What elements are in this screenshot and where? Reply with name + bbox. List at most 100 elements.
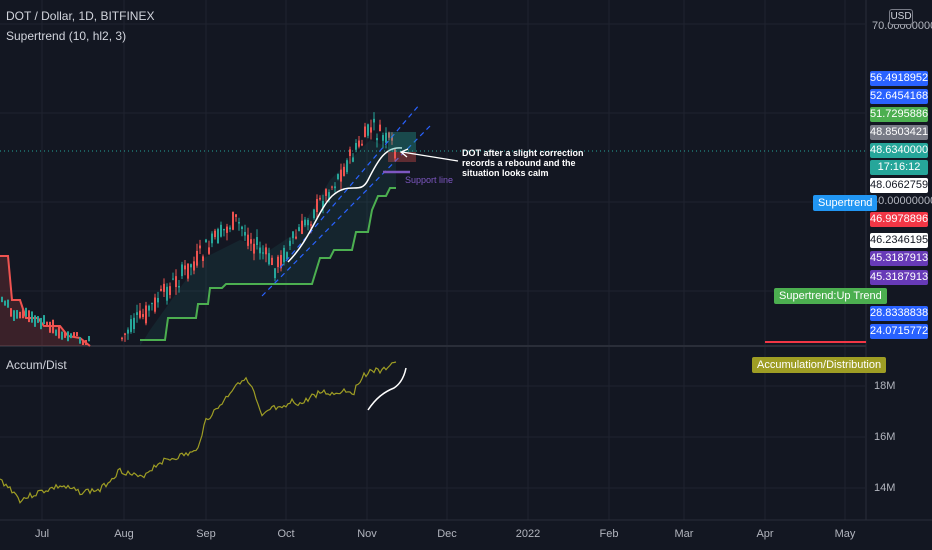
candle-body: [25, 307, 27, 317]
annotation-note-line: DOT after a slight correction: [462, 148, 584, 158]
candle-body: [199, 245, 201, 249]
candle-body: [295, 236, 297, 239]
lower-axis-label: 18M: [874, 380, 896, 392]
candle-body: [337, 174, 339, 180]
accum-dist-legend[interactable]: Accum/Dist: [6, 358, 67, 372]
candle-body: [235, 214, 237, 217]
price-tag: 48.63400000: [870, 143, 928, 158]
currency-button[interactable]: USD: [889, 9, 913, 25]
candle-body: [292, 231, 294, 239]
candle-body: [376, 138, 378, 141]
annotation-arrow: [401, 151, 459, 162]
candle-body: [310, 224, 312, 226]
arrow-head-icon: [399, 148, 409, 158]
supertrend-legend[interactable]: Supertrend (10, hl2, 3): [6, 29, 127, 43]
candle-body: [64, 332, 66, 338]
candle-body: [148, 305, 150, 311]
candle-body: [76, 332, 78, 337]
candle-body: [67, 331, 69, 342]
candle-body: [373, 118, 375, 123]
candle-body: [265, 247, 267, 255]
time-axis-label: 2022: [515, 528, 541, 540]
candle-body: [13, 310, 15, 321]
candle-body: [181, 264, 183, 277]
candle-body: [52, 319, 54, 334]
candle-body: [121, 337, 123, 340]
candle-body: [307, 219, 309, 226]
time-axis-label: Feb: [599, 528, 619, 540]
candle-body: [325, 189, 327, 196]
candle-body: [133, 317, 135, 330]
candle-body: [286, 252, 288, 260]
candle-body: [331, 186, 333, 188]
candle-body: [85, 340, 87, 345]
candle-body: [19, 311, 21, 319]
candle-body: [160, 288, 162, 291]
candle-body: [211, 233, 213, 244]
annotation-note-line: situation looks calm: [462, 168, 549, 178]
candle-body: [202, 256, 204, 261]
candle-body: [4, 300, 6, 306]
candle-body: [151, 303, 153, 305]
candle-body: [16, 310, 18, 319]
candle-body: [358, 140, 360, 147]
supertrend-up-tag: Supertrend:Up Trend: [774, 288, 887, 304]
candle-body: [157, 297, 159, 303]
candle-body: [7, 299, 9, 308]
candle-body: [208, 247, 210, 254]
candle-body: [127, 329, 129, 334]
accum-dist-tag: Accumulation/Distribution: [752, 357, 887, 373]
time-axis-label: Jul: [34, 528, 50, 540]
candle-body: [391, 136, 393, 141]
annotation-note-line: records a rebound and the: [462, 158, 576, 168]
candle-body: [214, 230, 216, 238]
time-axis-label: Mar: [674, 528, 694, 540]
candle-body: [184, 265, 186, 270]
price-tag: 17:16:12: [870, 160, 928, 175]
time-axis-label: Apr: [756, 528, 774, 540]
candle-body: [316, 199, 318, 213]
annotation-note[interactable]: DOT after a slight correction records a …: [462, 148, 584, 178]
time-axis-label: Dec: [437, 528, 457, 540]
drawn-curve: [287, 147, 403, 263]
candle-body: [73, 332, 75, 338]
candle-body: [31, 311, 33, 323]
candle-body: [145, 305, 147, 324]
supertrend-tag: Supertrend: [813, 195, 878, 211]
candle-body: [58, 325, 60, 339]
candle-body: [382, 135, 384, 141]
candle-body: [136, 312, 138, 316]
candle-body: [139, 310, 141, 318]
price-tag: 45.31879133: [870, 251, 928, 266]
candle-body: [349, 149, 351, 156]
candle-body: [256, 237, 258, 246]
candle-body: [196, 250, 198, 266]
grid: [0, 0, 865, 520]
candle-body: [253, 243, 255, 254]
candle-body: [178, 285, 180, 288]
time-axis-label: Oct: [277, 528, 295, 540]
candle-body: [190, 264, 192, 268]
candle-body: [154, 297, 156, 312]
symbol-title[interactable]: DOT / Dollar, 1D, BITFINEX: [6, 9, 155, 23]
time-axis-label: Nov: [357, 528, 377, 540]
candle-body: [289, 240, 291, 246]
candle-body: [244, 231, 246, 236]
candle-body: [322, 201, 324, 208]
candle-body: [82, 340, 84, 345]
candle-body: [259, 247, 261, 254]
price-tag: 48.85034214: [870, 125, 928, 140]
candle-body: [172, 278, 174, 280]
price-tag: 56.49189527: [870, 71, 928, 86]
accum-dist-line: [0, 361, 397, 504]
candle-body: [220, 224, 222, 237]
price-axis-mid-label: 40.00000000: [872, 195, 932, 207]
candle-body: [298, 227, 300, 232]
candle-body: [277, 256, 279, 268]
candle-body: [361, 143, 363, 146]
candle-body: [169, 286, 171, 295]
time-axis-label: May: [834, 528, 856, 540]
accum-dist-drawn-curve: [367, 367, 407, 411]
candle-body: [142, 314, 144, 317]
